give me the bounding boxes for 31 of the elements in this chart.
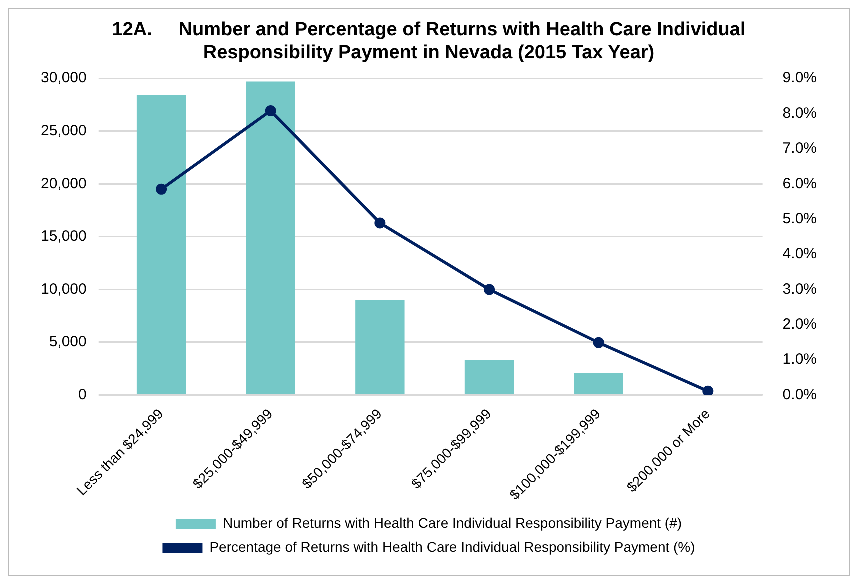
y-tick-label: 15,000 — [40, 228, 87, 246]
y-tick-label: 0 — [78, 386, 87, 404]
y-tick-label: 25,000 — [40, 122, 87, 140]
y2-tick-label: 9.0% — [782, 70, 818, 87]
point — [156, 184, 168, 195]
point — [702, 386, 714, 396]
bar — [464, 360, 514, 394]
y2-tick-label: 8.0% — [782, 104, 818, 122]
legend-label: Percentage of Returns with Health Care Individual Responsibility Payment (%) — [210, 538, 696, 555]
bar — [574, 373, 624, 394]
y2-tick-label: 3.0% — [782, 280, 818, 298]
legend-label: Number of Returns with Health Care Individual Responsibility Payment (#) — [222, 514, 682, 531]
bar — [356, 300, 405, 394]
bar — [136, 95, 186, 394]
chart-title: 12A. Number and Percentage of Returns with Health Care Individual Responsibility Payment in Nevada (2015 Tax Year) — [112, 20, 746, 64]
y-tick-label: 5,000 — [49, 334, 87, 351]
y2-tick-label: 6.0% — [782, 175, 818, 192]
y2-tick-label: 5.0% — [782, 210, 818, 228]
y-tick-label: 30,000 — [40, 70, 87, 87]
y2-tick-label: 7.0% — [782, 140, 818, 158]
y-tick-label: 20,000 — [40, 175, 87, 192]
bar — [246, 82, 296, 394]
point — [265, 105, 276, 116]
point — [593, 337, 604, 348]
point — [374, 218, 386, 229]
y2-tick-label: 1.0% — [782, 351, 818, 368]
y2-tick-label: 4.0% — [782, 246, 818, 263]
y-tick-label: 10,000 — [40, 280, 87, 298]
point — [484, 284, 496, 296]
y2-tick-label: 0.0% — [782, 386, 818, 404]
y2-tick-label: 2.0% — [782, 316, 818, 334]
